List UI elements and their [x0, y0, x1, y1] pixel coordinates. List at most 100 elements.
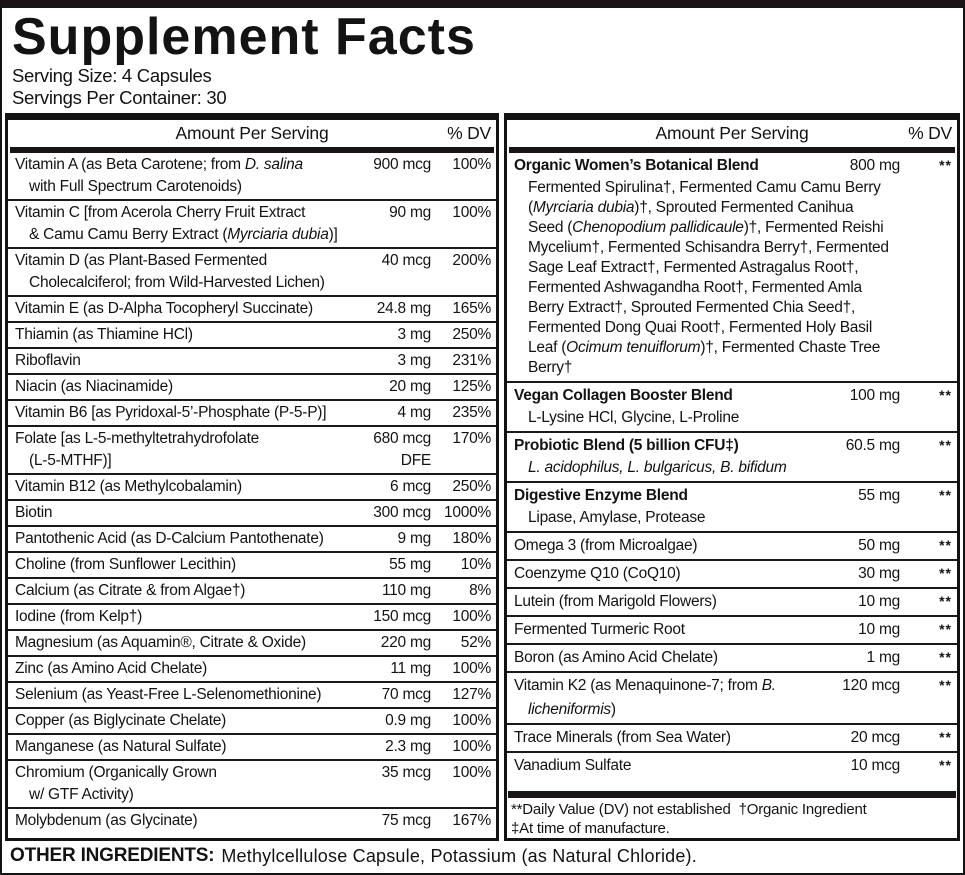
text-segment: Vitamin A (as Beta Carotene; from [15, 156, 245, 173]
ingredient-name: Niacin (as Niacinamide) [15, 376, 345, 398]
text-segment: Trace Minerals (from Sea Water) [514, 729, 731, 746]
amount-value: 60.5 mg [814, 434, 901, 458]
amount-value: 10 mg [814, 590, 900, 614]
dv-value: 100% [452, 608, 491, 625]
ingredient-name-line: Organic Women’s Botanical Blend [514, 154, 814, 178]
left-column: Amount Per Serving % DV Vitamin A (as Be… [5, 113, 499, 841]
text-segment: Probiotic Blend (5 billion CFU‡) [514, 437, 739, 454]
amount-line: 6 mcg [390, 478, 431, 495]
ingredient-name-line: Niacin (as Niacinamide) [15, 376, 345, 398]
blend-ingredients: Lipase, Amylase, Protease [514, 508, 952, 530]
row-main: Niacin (as Niacinamide) 20 mg 125% [15, 376, 491, 398]
text-segment: Organic Women’s Botanical Blend [514, 157, 759, 174]
dv-value: 100% [452, 156, 491, 173]
text-segment: Vegan Collagen Booster Blend [514, 387, 733, 404]
ingredient-name-line: Vitamin K2 (as Menaquinone-7; from B. [514, 674, 814, 698]
table-row: Iodine (from Kelp†) 150 mcg 100% [8, 603, 496, 629]
other-ingredients: OTHER INGREDIENTS: Methylcellulose Capsu… [2, 841, 963, 873]
text-segment: Manganese (as Natural Sulfate) [15, 738, 227, 755]
amount-line: 0.9 mg [385, 712, 431, 729]
ingredient-name: Choline (from Sunflower Lecithin) [15, 554, 345, 576]
table-row: Vitamin K2 (as Menaquinone-7; from B. lic… [507, 671, 957, 723]
dv-value: 167% [452, 812, 491, 829]
table-row: Magnesium (as Aquamin®, Citrate & Oxide)… [8, 629, 496, 655]
text-segment: )†, Fermented Reishi Mycelium†, Fermente… [528, 219, 889, 356]
ingredient-name-line: Probiotic Blend (5 billion CFU‡) [514, 434, 814, 458]
row-main: Vitamin K2 (as Menaquinone-7; from B. lic… [514, 674, 952, 722]
row-main: Omega 3 (from Microalgae) 50 mg ** [514, 534, 952, 558]
text-segment: Choline (from Sunflower Lecithin) [15, 556, 236, 573]
dv-value: ** [939, 565, 952, 581]
title-block: Supplement Facts Serving Size: 4 Capsule… [2, 8, 963, 109]
amount-value: 55 mg [345, 554, 431, 576]
ingredient-name-line: Vitamin B6 [as Pyridoxal-5’-Phosphate (P… [15, 402, 345, 424]
amount-line: 20 mcg [850, 729, 901, 746]
dv-value: 235% [452, 404, 491, 421]
table-row: Vitamin B6 [as Pyridoxal-5’-Phosphate (P… [8, 399, 496, 425]
amount-line: 900 mcg [373, 156, 431, 173]
right-rows: Organic Women’s Botanical Blend 800 mg ** F… [507, 153, 957, 779]
table-row: Fermented Turmeric Root 10 mg ** [507, 615, 957, 643]
text-segment: Riboflavin [15, 352, 81, 369]
right-column: Amount Per Serving % DV Organic Women’s … [504, 113, 960, 841]
amount-value: 10 mcg [814, 754, 901, 778]
text-segment: Biotin [15, 504, 53, 521]
ingredient-name: Boron (as Amino Acid Chelate) [514, 646, 814, 670]
table-row: Lutein (from Marigold Flowers) 10 mg ** [507, 587, 957, 615]
table-row: Thiamin (as Thiamine HCl) 3 mg 250% [8, 321, 496, 347]
amount-line: 55 mg [389, 556, 431, 573]
ingredient-name: Trace Minerals (from Sea Water) [514, 726, 814, 750]
blend-ingredients: L-Lysine HCl, Glycine, L-Proline [514, 408, 952, 430]
footnote-line: ‡At time of manufacture. [511, 820, 670, 837]
text-segment: Coenzyme Q10 (CoQ10) [514, 565, 681, 582]
ingredient-name-line: Vitamin C [from Acerola Cherry Fruit Ext… [15, 202, 345, 224]
amount-line: 20 mg [389, 378, 431, 395]
row-main: Chromium (Organically Grown w/ GTF Activi… [15, 762, 491, 806]
dv-value: ** [939, 487, 952, 503]
text-segment: Lipase, Amylase, Protease [528, 509, 706, 526]
amount-line: 680 mcg [373, 430, 431, 447]
amount-line: 30 mg [858, 565, 900, 582]
row-main: Magnesium (as Aquamin®, Citrate & Oxide)… [15, 632, 491, 654]
amount-line: 70 mcg [381, 686, 432, 703]
amount-unit-line: DFE [400, 452, 432, 469]
dv-value: 8% [469, 582, 491, 599]
text-segment: )†, Sprouted Fermented Canihua Seed ( [528, 199, 854, 236]
row-main: Vanadium Sulfate 10 mcg ** [514, 754, 952, 778]
table-row: Digestive Enzyme Blend 55 mg ** Lipase, Amy… [507, 481, 957, 531]
ingredient-name-line2: w/ GTF Activity) [15, 784, 345, 806]
row-main: Iodine (from Kelp†) 150 mcg 100% [15, 606, 491, 628]
ingredient-name-line: Zinc (as Amino Acid Chelate) [15, 658, 345, 680]
row-main: Vitamin B12 (as Methylcobalamin) 6 mcg 250… [15, 476, 491, 498]
amount-line: 220 mg [380, 634, 431, 651]
ingredient-name-line: Iodine (from Kelp†) [15, 606, 345, 628]
text-segment: Vanadium Sulfate [514, 757, 632, 774]
ingredient-name: Omega 3 (from Microalgae) [514, 534, 814, 558]
ingredient-name: Pantothenic Acid (as D-Calcium Pantothen… [15, 528, 345, 550]
right-column-header: Amount Per Serving % DV [507, 120, 957, 147]
dv-value: 200% [452, 252, 491, 269]
ingredient-name: Vitamin C [from Acerola Cherry Fruit Ext… [15, 202, 345, 246]
amount-value: 50 mg [814, 534, 900, 558]
ingredient-name-line: Lutein (from Marigold Flowers) [514, 590, 814, 614]
text-segment: Vitamin E (as D-Alpha Tocopheryl Succina… [15, 300, 313, 317]
text-segment: Pantothenic Acid (as D-Calcium Pantothen… [15, 530, 324, 547]
ingredient-name: Thiamin (as Thiamine HCl) [15, 324, 345, 346]
serving-size: Serving Size: 4 Capsules [12, 65, 212, 86]
other-ingredients-text: Methylcellulose Capsule, Potassium (as N… [221, 845, 697, 866]
table-row: Coenzyme Q10 (CoQ10) 30 mg ** [507, 559, 957, 587]
amount-line: 40 mcg [381, 252, 432, 269]
ingredient-name-line: Folate [as L-5-methyltetrahydrofolate [15, 428, 345, 450]
text-segment: w/ GTF Activity) [29, 786, 134, 803]
dv-value: ** [939, 621, 952, 637]
ingredient-name: Fermented Turmeric Root [514, 618, 814, 642]
amount-line: 3 mg [397, 352, 432, 369]
ingredient-name: Vitamin E (as D-Alpha Tocopheryl Succina… [15, 298, 345, 320]
row-main: Choline (from Sunflower Lecithin) 55 mg 10… [15, 554, 491, 576]
row-main: Selenium (as Yeast-Free L-Selenomethioni… [15, 684, 491, 706]
text-segment: Digestive Enzyme Blend [514, 487, 688, 504]
amount-line: 9 mg [397, 530, 432, 547]
table-row: Copper (as Biglycinate Chelate) 0.9 mg 100… [8, 707, 496, 733]
ingredient-name-line2: & Camu Camu Berry Extract (Myrciaria dub… [15, 224, 345, 246]
ingredient-name-line: Choline (from Sunflower Lecithin) [15, 554, 345, 576]
